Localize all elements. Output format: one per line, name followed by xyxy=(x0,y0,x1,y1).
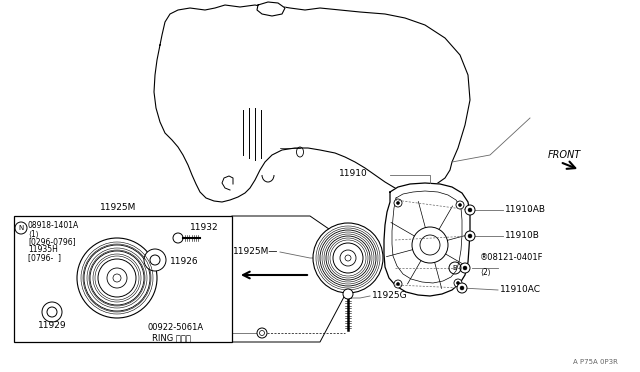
Circle shape xyxy=(333,243,363,273)
Circle shape xyxy=(454,279,462,287)
Circle shape xyxy=(259,330,264,336)
Text: 11910: 11910 xyxy=(339,170,368,179)
Text: 00922-5061A: 00922-5061A xyxy=(148,323,204,331)
Polygon shape xyxy=(154,5,470,202)
Circle shape xyxy=(460,263,470,273)
Text: [0796-  ]: [0796- ] xyxy=(28,253,61,263)
Circle shape xyxy=(457,283,467,293)
Text: 11925M—: 11925M— xyxy=(232,247,278,257)
Text: RING リング: RING リング xyxy=(152,334,191,343)
Circle shape xyxy=(394,280,402,288)
Text: 11925G: 11925G xyxy=(372,292,408,301)
Text: A P75A 0P3R: A P75A 0P3R xyxy=(573,359,618,365)
Text: 11935H: 11935H xyxy=(28,246,58,254)
Circle shape xyxy=(468,234,472,238)
Text: [0296-0796]: [0296-0796] xyxy=(28,237,76,247)
Circle shape xyxy=(394,199,402,207)
Circle shape xyxy=(458,203,461,206)
Circle shape xyxy=(113,274,121,282)
Circle shape xyxy=(173,233,183,243)
Text: 11910AC: 11910AC xyxy=(500,285,541,295)
Circle shape xyxy=(257,328,267,338)
Circle shape xyxy=(77,238,157,318)
Circle shape xyxy=(456,282,460,285)
Circle shape xyxy=(47,307,57,317)
Text: ⟨1⟩: ⟨1⟩ xyxy=(28,230,39,238)
Text: N: N xyxy=(19,225,24,231)
Text: 11910AB: 11910AB xyxy=(505,205,546,215)
Circle shape xyxy=(107,268,127,288)
Circle shape xyxy=(144,249,166,271)
Circle shape xyxy=(456,201,464,209)
Text: 11929: 11929 xyxy=(38,321,67,330)
Circle shape xyxy=(465,205,475,215)
Polygon shape xyxy=(384,183,470,296)
Circle shape xyxy=(326,236,370,280)
Polygon shape xyxy=(257,2,285,16)
Circle shape xyxy=(320,230,376,286)
Circle shape xyxy=(42,302,62,322)
Text: 11926: 11926 xyxy=(170,257,198,266)
Text: ®08121-0401F: ®08121-0401F xyxy=(480,253,543,263)
Text: 11910B: 11910B xyxy=(505,231,540,241)
Text: 11925M: 11925M xyxy=(100,203,136,212)
Text: 11932: 11932 xyxy=(190,224,219,232)
Circle shape xyxy=(345,255,351,261)
Text: 08918-1401A: 08918-1401A xyxy=(28,221,79,231)
Circle shape xyxy=(412,227,448,263)
Circle shape xyxy=(460,286,464,290)
Circle shape xyxy=(84,245,150,311)
Circle shape xyxy=(397,282,399,285)
Circle shape xyxy=(468,208,472,212)
Bar xyxy=(14,216,232,342)
Text: FRONT: FRONT xyxy=(547,150,580,160)
Circle shape xyxy=(150,255,160,265)
Text: B: B xyxy=(452,265,458,271)
Circle shape xyxy=(98,259,136,297)
Circle shape xyxy=(463,266,467,270)
Text: ⟨2⟩: ⟨2⟩ xyxy=(480,267,491,276)
Circle shape xyxy=(397,202,399,205)
Circle shape xyxy=(90,251,144,305)
Circle shape xyxy=(343,289,353,299)
Circle shape xyxy=(340,250,356,266)
Circle shape xyxy=(420,235,440,255)
Circle shape xyxy=(313,223,383,293)
Circle shape xyxy=(465,231,475,241)
